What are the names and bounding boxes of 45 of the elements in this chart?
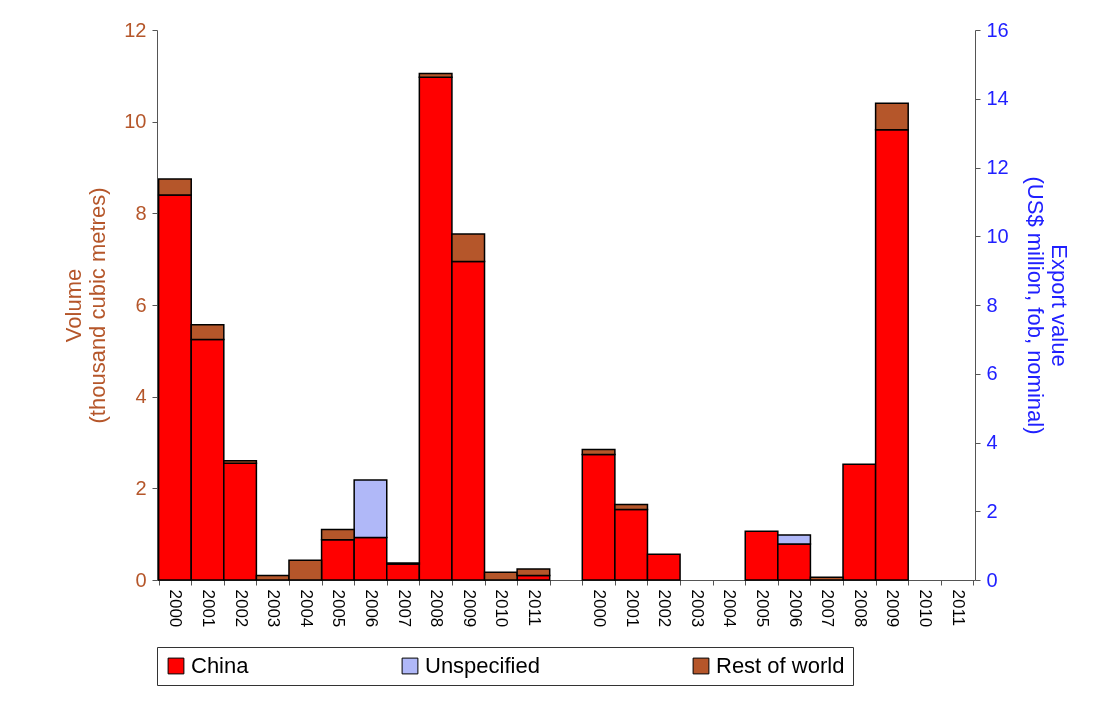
legend-label: Rest of world: [716, 653, 845, 678]
legend-label: China: [191, 653, 250, 678]
y2-tick-label: 14: [986, 87, 1009, 110]
y-tick-label: 6: [135, 293, 147, 316]
y-tick-label: 2: [135, 476, 147, 499]
x-tick-label: 2007: [818, 589, 838, 628]
x-tick-label: 2002: [655, 589, 675, 628]
y2-tick-label: 6: [986, 362, 998, 385]
y2-axis-title: Export value (US$ million, fob, nominal): [1022, 176, 1072, 435]
y-tick-label: 8: [135, 201, 147, 224]
x-tick-label: 2006: [361, 589, 381, 628]
x-tick-label: 2004: [720, 589, 740, 628]
y2-tick-label: 2: [986, 499, 998, 522]
x-tick-label: 2009: [459, 589, 479, 628]
x-tick-label: 2008: [850, 589, 870, 628]
x-tick-label: 2005: [753, 589, 773, 628]
y-tick-label: 4: [135, 385, 147, 408]
x-tick-label: 2011: [524, 589, 544, 627]
y2-tick-label: 10: [986, 224, 1009, 247]
x-tick-label: 2004: [296, 589, 316, 628]
x-tick-label: 2005: [329, 589, 349, 628]
x-tick-label: 2001: [622, 589, 642, 628]
y-axis-title: Volume (thousand cubic metres): [61, 187, 111, 424]
x-tick-label: 2001: [199, 589, 219, 628]
x-tick-label: 2002: [231, 589, 251, 628]
x-tick-label: 2011: [948, 589, 968, 627]
x-tick-label: 2010: [492, 589, 512, 628]
x-tick-label: 2007: [394, 589, 414, 628]
legend-label: Unspecified: [425, 653, 540, 678]
x-tick-label: 2009: [883, 589, 903, 628]
y-tick-label: 12: [124, 18, 147, 41]
y-tick-label: 10: [124, 110, 147, 133]
y2-tick-label: 8: [986, 293, 998, 316]
y2-tick-label: 16: [986, 18, 1009, 41]
x-tick-label: 2010: [915, 589, 935, 628]
x-tick-label: 2006: [785, 589, 805, 628]
x-tick-label: 2000: [166, 589, 186, 628]
x-tick-label: 2000: [590, 589, 610, 628]
y2-tick-label: 4: [986, 431, 998, 453]
x-tick-label: 2003: [687, 589, 707, 628]
y2-tick-label: 12: [986, 156, 1009, 178]
y-tick-label: 0: [135, 568, 147, 591]
x-tick-label: 2003: [264, 589, 284, 628]
y2-tick-label: 0: [986, 568, 998, 591]
x-tick-label: 2008: [427, 589, 447, 628]
